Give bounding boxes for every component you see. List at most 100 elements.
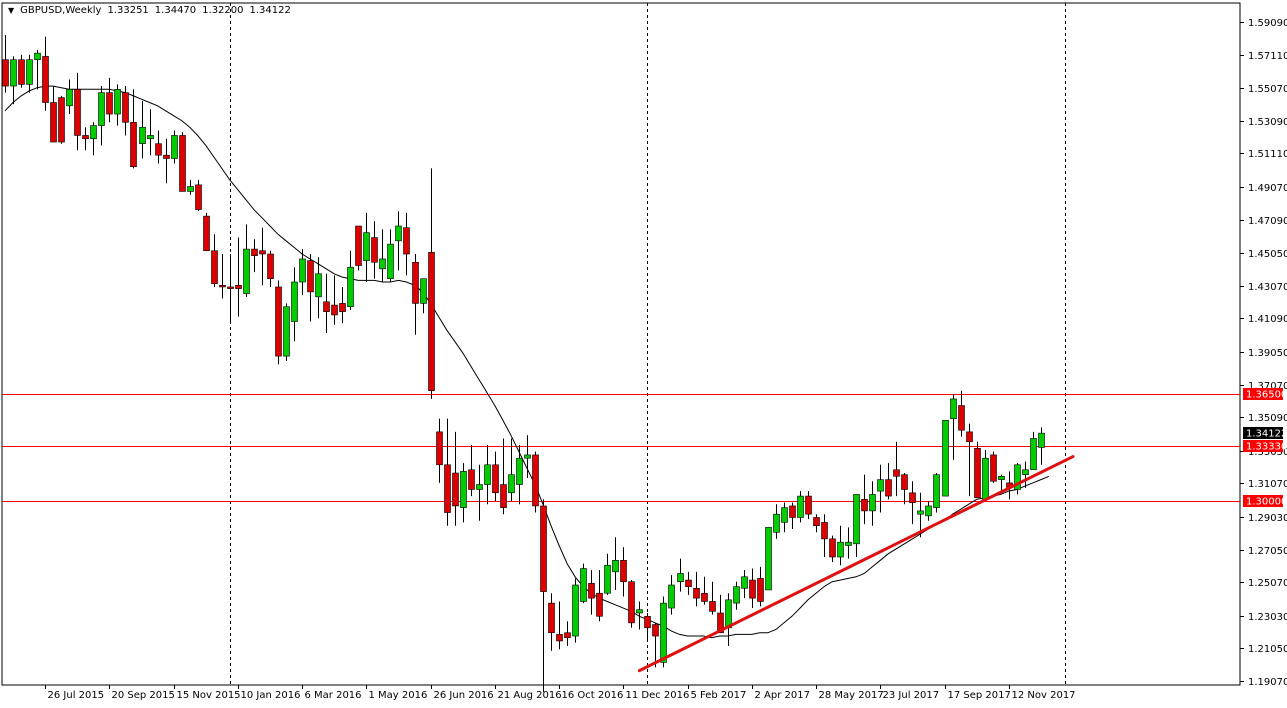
candle[interactable]	[187, 179, 194, 195]
candle[interactable]	[933, 473, 940, 513]
candle[interactable]	[893, 441, 900, 497]
candle[interactable]	[42, 36, 49, 111]
candle[interactable]	[942, 420, 949, 497]
candle[interactable]	[677, 558, 684, 592]
candle[interactable]	[733, 581, 740, 610]
candle[interactable]	[355, 225, 362, 271]
candle[interactable]	[98, 86, 105, 146]
candle[interactable]	[484, 445, 491, 505]
candle[interactable]	[773, 504, 780, 539]
candle[interactable]	[122, 86, 129, 136]
candle[interactable]	[998, 474, 1005, 493]
candle[interactable]	[403, 212, 410, 276]
candle[interactable]	[749, 568, 756, 609]
candle[interactable]	[620, 547, 627, 597]
candle[interactable]	[717, 594, 724, 634]
candle[interactable]	[845, 527, 852, 559]
candle[interactable]	[821, 514, 828, 558]
candle[interactable]	[765, 527, 772, 591]
candle[interactable]	[420, 278, 427, 314]
candle[interactable]	[171, 130, 178, 164]
candle[interactable]	[179, 132, 186, 192]
candle[interactable]	[74, 72, 81, 151]
candle[interactable]	[572, 578, 579, 643]
candle[interactable]	[588, 570, 595, 615]
candle[interactable]	[307, 254, 314, 322]
candle[interactable]	[861, 474, 868, 525]
candle[interactable]	[34, 49, 41, 90]
candle[interactable]	[974, 441, 981, 499]
candle[interactable]	[580, 563, 587, 604]
candle[interactable]	[950, 393, 957, 460]
candle[interactable]	[275, 280, 282, 365]
candle[interactable]	[267, 250, 274, 287]
candle[interactable]	[652, 622, 659, 668]
candle[interactable]	[203, 212, 210, 252]
candle[interactable]	[387, 229, 394, 283]
candle[interactable]	[885, 463, 892, 500]
candle[interactable]	[869, 481, 876, 526]
candle[interactable]	[379, 229, 386, 283]
candle[interactable]	[444, 418, 451, 526]
candle[interactable]	[668, 575, 675, 615]
candle[interactable]	[789, 502, 796, 530]
candle[interactable]	[556, 601, 563, 650]
candle[interactable]	[917, 492, 924, 538]
candle[interactable]	[612, 537, 619, 590]
candle[interactable]	[227, 254, 234, 322]
candle[interactable]	[130, 89, 137, 169]
candle[interactable]	[604, 553, 611, 595]
candle[interactable]	[516, 445, 523, 505]
candle[interactable]	[909, 481, 916, 525]
candle[interactable]	[283, 303, 290, 362]
candle[interactable]	[243, 224, 250, 297]
candle[interactable]	[195, 179, 202, 212]
candle[interactable]	[500, 438, 507, 515]
candle[interactable]	[460, 463, 467, 523]
candle[interactable]	[155, 130, 162, 164]
candle[interactable]	[524, 435, 531, 478]
candles[interactable]	[2, 35, 1045, 693]
candle[interactable]	[797, 491, 804, 523]
candle[interactable]	[323, 273, 330, 334]
candle[interactable]	[395, 211, 402, 271]
candle[interactable]	[452, 431, 459, 526]
candle[interactable]	[1022, 461, 1029, 488]
candle[interactable]	[82, 127, 89, 151]
candle[interactable]	[757, 566, 764, 607]
candle[interactable]	[1038, 427, 1045, 465]
candle[interactable]	[877, 464, 884, 513]
candle[interactable]	[371, 221, 378, 279]
candle[interactable]	[412, 254, 419, 335]
candle[interactable]	[925, 501, 932, 521]
candle[interactable]	[596, 570, 603, 622]
candle[interactable]	[106, 77, 113, 123]
candle[interactable]	[508, 438, 515, 502]
trendline[interactable]	[637, 455, 1075, 673]
candle[interactable]	[853, 494, 860, 558]
candle[interactable]	[781, 502, 788, 533]
candle[interactable]	[492, 451, 499, 502]
candle[interactable]	[58, 95, 65, 144]
candle[interactable]	[693, 571, 700, 607]
candle[interactable]	[741, 570, 748, 599]
candle[interactable]	[10, 56, 17, 105]
trendline-group[interactable]	[637, 455, 1075, 673]
candle[interactable]	[709, 581, 716, 615]
candle[interactable]	[235, 237, 242, 317]
candle[interactable]	[315, 257, 322, 319]
candle[interactable]	[990, 451, 997, 483]
candle[interactable]	[339, 286, 346, 324]
candle[interactable]	[139, 100, 146, 159]
candle[interactable]	[428, 168, 435, 399]
candle[interactable]	[701, 576, 708, 605]
candle[interactable]	[476, 464, 483, 521]
candle[interactable]	[532, 451, 539, 513]
candle[interactable]	[1030, 431, 1037, 471]
candle[interactable]	[2, 35, 9, 93]
candle[interactable]	[829, 535, 836, 562]
candle[interactable]	[813, 514, 820, 533]
candle[interactable]	[548, 593, 555, 651]
candle[interactable]	[90, 122, 97, 156]
candle[interactable]	[50, 86, 57, 143]
